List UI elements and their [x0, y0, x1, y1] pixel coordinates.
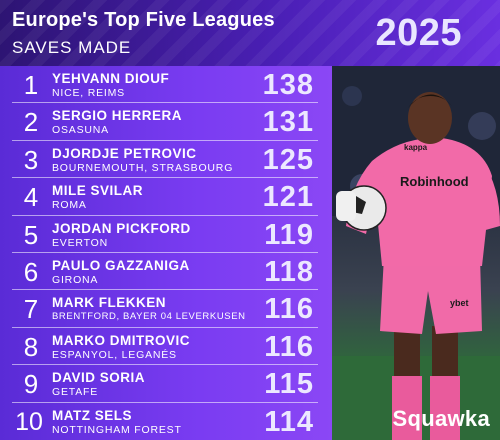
- right-sleeve: [472, 161, 500, 231]
- player-club: ROMA: [52, 199, 87, 212]
- player-club: OSASUNA: [52, 124, 109, 137]
- ranking-row: 9 DAVID SORIA GETAFE 115: [0, 365, 332, 403]
- header-banner: Europe's Top Five Leagues SAVES MADE 202…: [0, 0, 500, 66]
- row-divider: [12, 139, 318, 141]
- player-name: MATZ SELS: [52, 407, 132, 423]
- squawka-logo: Squawka: [392, 406, 490, 431]
- player-club: ESPANYOL, LEGANÉS: [52, 348, 177, 361]
- rank-number: 9: [23, 369, 39, 400]
- goalkeeper-illustration: Robinhood kappa ybet: [332, 66, 500, 440]
- rank-number: 3: [23, 144, 39, 175]
- year-label: 2025: [375, 12, 462, 54]
- player-name: MILE SVILAR: [52, 183, 144, 199]
- player-club: GETAFE: [52, 386, 99, 399]
- ranking-row: 1 YEHVANN DIOUF NICE, REIMS 138: [0, 66, 332, 104]
- player-name: DJORDJE PETROVIC: [52, 145, 197, 161]
- crowd-blur: [468, 112, 496, 140]
- page-title: Europe's Top Five Leagues: [12, 9, 275, 31]
- row-divider: [12, 364, 318, 366]
- row-divider: [12, 401, 318, 403]
- player-name: MARK FLEKKEN: [52, 295, 166, 311]
- rank-number: 4: [23, 182, 39, 213]
- player-club: EVERTON: [52, 236, 108, 249]
- page-subtitle: SAVES MADE: [12, 38, 132, 57]
- saves-value: 115: [264, 368, 314, 401]
- player-name: DAVID SORIA: [52, 370, 146, 386]
- saves-value: 116: [264, 330, 314, 363]
- left-sock: [392, 376, 422, 440]
- crowd-blur: [342, 86, 362, 106]
- player-club: NICE, REIMS: [52, 87, 125, 99]
- ranking-row: 5 JORDAN PICKFORD EVERTON 119: [0, 216, 332, 253]
- head: [408, 92, 452, 144]
- row-divider: [12, 289, 318, 291]
- hair: [408, 94, 452, 108]
- row-divider: [12, 177, 318, 179]
- player-club: NOTTINGHAM FOREST: [52, 423, 182, 436]
- saves-value: 125: [262, 143, 314, 176]
- saves-value: 118: [264, 256, 314, 288]
- saves-value: 119: [264, 218, 314, 251]
- shorts-sponsor: ybet: [450, 298, 469, 308]
- player-name: YEHVANN DIOUF: [52, 71, 170, 86]
- row-divider: [12, 102, 318, 104]
- shorts: [380, 256, 482, 334]
- ranking-row: 10 MATZ SELS NOTTINGHAM FOREST 114: [0, 403, 332, 440]
- rank-number: 2: [23, 107, 39, 138]
- player-club: GIRONA: [52, 274, 99, 286]
- rank-number: 7: [23, 294, 39, 325]
- right-sock: [430, 376, 460, 440]
- kit-brand: kappa: [404, 143, 428, 152]
- rankings-list: 1 YEHVANN DIOUF NICE, REIMS 138 2 SERGIO…: [0, 66, 332, 440]
- player-name: MARKO DMITROVIC: [52, 332, 190, 348]
- row-divider: [12, 251, 318, 253]
- ranking-row: 8 MARKO DMITROVIC ESPANYOL, LEGANÉS 116: [0, 328, 332, 366]
- row-divider: [12, 326, 318, 328]
- rank-number: 6: [23, 257, 39, 287]
- saves-value: 138: [262, 69, 314, 101]
- glove: [336, 191, 356, 221]
- row-divider: [12, 214, 318, 216]
- rank-number: 5: [23, 219, 39, 250]
- jersey: [372, 137, 492, 266]
- player-name: PAULO GAZZANIGA: [52, 258, 190, 273]
- ranking-row: 3 DJORDJE PETROVIC BOURNEMOUTH, STRASBOU…: [0, 141, 332, 179]
- player-name: SERGIO HERRERA: [52, 108, 183, 124]
- rank-number: 10: [15, 407, 43, 436]
- ranking-row: 4 MILE SVILAR ROMA 121: [0, 178, 332, 216]
- saves-value: 116: [264, 293, 314, 326]
- player-club: BOURNEMOUTH, STRASBOURG: [52, 161, 234, 174]
- ranking-row: 6 PAULO GAZZANIGA GIRONA 118: [0, 253, 332, 291]
- ranking-row: 7 MARK FLEKKEN BRENTFORD, BAYER 04 LEVER…: [0, 290, 332, 328]
- goalkeeper-photo: Robinhood kappa ybet Squawka: [332, 66, 500, 440]
- ranking-row: 2 SERGIO HERRERA OSASUNA 131: [0, 103, 332, 141]
- saves-value: 131: [262, 106, 314, 139]
- jersey-sponsor: Robinhood: [400, 174, 469, 189]
- player-name: JORDAN PICKFORD: [52, 220, 191, 236]
- saves-value: 121: [262, 181, 314, 214]
- saves-value: 114: [264, 405, 314, 438]
- player-club: BRENTFORD, BAYER 04 LEVERKUSEN: [52, 311, 246, 323]
- rank-number: 1: [23, 70, 39, 100]
- rank-number: 8: [23, 331, 39, 362]
